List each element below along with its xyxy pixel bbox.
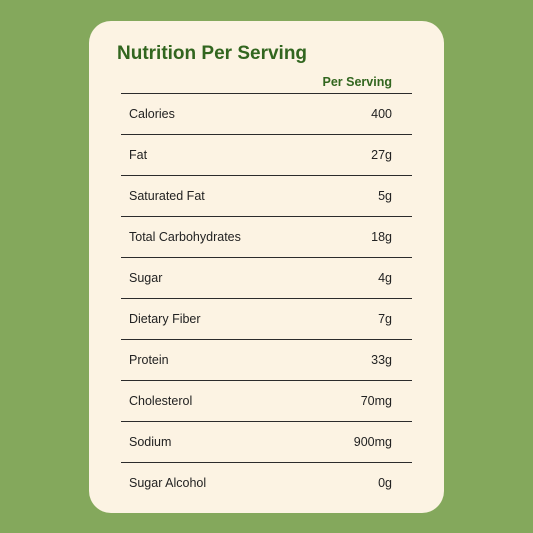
nutrition-card: Nutrition Per Serving Per Serving Calori… xyxy=(89,21,444,513)
nutrition-rows: Calories 400 Fat 27g Saturated Fat 5g Total Ca… xyxy=(117,93,416,503)
nutrient-label: Sodium xyxy=(129,435,171,449)
column-header: Per Serving xyxy=(117,75,416,89)
nutrient-value: 7g xyxy=(378,312,392,326)
nutrient-label: Dietary Fiber xyxy=(129,312,201,326)
nutrition-row: Fat 27g xyxy=(121,134,412,175)
nutrient-label: Sugar Alcohol xyxy=(129,476,206,490)
nutrition-row: Protein 33g xyxy=(121,339,412,380)
nutrient-value: 70mg xyxy=(361,394,392,408)
nutrient-label: Protein xyxy=(129,353,169,367)
nutrient-label: Saturated Fat xyxy=(129,189,205,203)
nutrition-row: Cholesterol 70mg xyxy=(121,380,412,421)
nutrient-value: 33g xyxy=(371,353,392,367)
nutrient-value: 0g xyxy=(378,476,392,490)
nutrient-label: Total Carbohydrates xyxy=(129,230,241,244)
nutrient-value: 27g xyxy=(371,148,392,162)
nutrient-value: 18g xyxy=(371,230,392,244)
nutrient-value: 900mg xyxy=(354,435,392,449)
nutrition-row: Saturated Fat 5g xyxy=(121,175,412,216)
nutrient-value: 5g xyxy=(378,189,392,203)
nutrition-row: Dietary Fiber 7g xyxy=(121,298,412,339)
nutrition-row: Sodium 900mg xyxy=(121,421,412,462)
card-title: Nutrition Per Serving xyxy=(117,43,416,65)
nutrition-row: Sugar Alcohol 0g xyxy=(121,462,412,503)
nutrient-value: 4g xyxy=(378,271,392,285)
nutrient-label: Calories xyxy=(129,107,175,121)
nutrient-label: Fat xyxy=(129,148,147,162)
nutrition-row: Calories 400 xyxy=(121,93,412,134)
nutrient-label: Cholesterol xyxy=(129,394,192,408)
nutrient-value: 400 xyxy=(371,107,392,121)
nutrient-label: Sugar xyxy=(129,271,162,285)
nutrition-row: Sugar 4g xyxy=(121,257,412,298)
nutrition-row: Total Carbohydrates 18g xyxy=(121,216,412,257)
